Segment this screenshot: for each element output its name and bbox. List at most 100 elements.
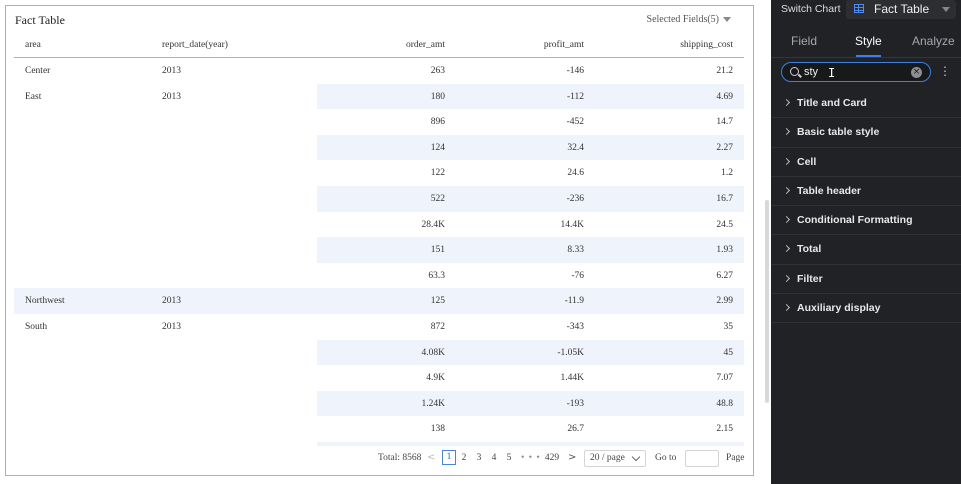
fact-table: area report_date(year) order_amt profit_… [14,32,744,446]
chart-type-value: Fact Table [874,2,930,16]
table-header: area report_date(year) order_amt profit_… [14,32,744,58]
style-section[interactable]: Filter [771,265,961,295]
style-section-label: Total [797,243,822,256]
column-header-report-date[interactable]: report_date(year) [162,40,228,50]
style-section-label: Table header [797,184,861,197]
cell-order-amt: 122 [430,168,445,179]
table-row: 122 24.6 1.2 [14,160,744,186]
page-button-last[interactable]: 429 [544,453,560,463]
tabs-divider [771,57,961,58]
page-button-1[interactable]: 1 [442,450,456,465]
cell-profit-amt: 1.44K [560,373,585,384]
chevron-right-icon [782,245,791,253]
active-tab-indicator [856,55,881,57]
style-section[interactable]: Total [771,235,961,265]
row-stripe [317,186,744,212]
column-header-shipping-cost[interactable]: shipping_cost [680,40,733,50]
table-row: 522 -236 16.7 [14,186,744,212]
table-row: 63.3 -76 6.27 [14,263,744,289]
more-pages-ellipsis[interactable]: • • • [521,453,541,463]
cell-shipping-cost: 1.93 [716,245,733,256]
page-button-4[interactable]: 4 [491,453,497,463]
cell-shipping-cost: 6.27 [716,270,733,281]
cell-shipping-cost: 48.8 [716,398,733,409]
chevron-right-icon [782,274,791,282]
column-header-profit-amt[interactable]: profit_amt [543,40,584,50]
cell-order-amt: 63.3 [428,270,445,281]
cell-order-amt: 151 [430,245,445,256]
cell-shipping-cost: 2.99 [716,296,733,307]
style-section-label: Filter [797,272,823,285]
row-stripe [317,83,744,110]
text-cursor-icon: I [828,66,836,80]
clear-search-icon[interactable]: × [911,67,922,78]
tab-style[interactable]: Style [855,34,882,48]
style-section-label: Title and Card [797,97,867,109]
prev-page-button[interactable]: < [427,452,436,463]
table-row: Center 2013 263 -146 21.2 [14,58,744,84]
page-size-select[interactable]: 20 / page [584,450,646,467]
cell-shipping-cost: 24.5 [716,219,733,230]
style-section[interactable]: Conditional Formatting [771,206,961,236]
more-options-icon[interactable]: ⋮ [939,64,951,78]
cell-order-amt: 28.4K [421,219,446,230]
row-stripe [317,237,744,263]
goto-page-input[interactable] [685,450,719,467]
fact-table-card: Fact Table Selected Fields(5) area repor… [5,5,754,476]
cell-order-amt: 4.08K [421,347,446,358]
column-header-order-amt[interactable]: order_amt [405,40,445,50]
tab-analyze[interactable]: Analyze [912,34,955,48]
style-section[interactable]: Cell [771,148,961,177]
caret-down-icon [723,17,731,22]
table-row: 1.24K -193 48.8 [14,390,744,417]
cell-profit-amt: -11.9 [564,296,584,307]
chart-type-select[interactable]: Fact Table [846,0,956,19]
cell-profit-amt: 24.6 [567,168,584,179]
row-stripe [317,134,744,161]
switch-chart-label: Switch Chart [781,3,841,15]
cell-profit-amt: -1.05K [557,347,584,358]
table-row: 896 -452 14.7 [14,109,744,135]
style-section[interactable]: Basic table style [771,118,961,148]
canvas-scrollbar[interactable] [765,200,769,403]
page-button-3[interactable]: 3 [476,453,482,463]
page-button-2[interactable]: 2 [461,453,467,463]
selected-fields-dropdown[interactable]: Selected Fields(5) [647,14,731,25]
pagination: Total: 8568 < 1 2 3 4 5 • • • 429 > 20 /… [6,450,753,470]
page-button-5[interactable]: 5 [506,453,512,463]
table-row: East 2013 180 -112 4.69 [14,83,744,110]
cell-profit-amt: -452 [566,117,584,128]
cell-area: Northwest [25,296,65,307]
tab-field[interactable]: Field [791,34,818,48]
table-row: 124 32.4 2.27 [14,134,744,161]
cell-profit-amt: -146 [566,66,584,76]
table-row: 151 8.33 1.93 [14,237,744,263]
cell-shipping-cost: 16.7 [716,194,733,204]
next-page-button[interactable]: > [568,452,577,463]
panel-header: Switch Chart Fact Table [771,0,961,20]
row-stripe [14,288,744,314]
cell-area: Center [25,66,51,76]
cell-order-amt: 180 [430,91,445,102]
row-stripe [317,339,744,366]
column-header-area[interactable]: area [25,40,41,50]
cell-report-date: 2013 [162,322,181,332]
chevron-right-icon [782,157,791,165]
cell-profit-amt: 8.33 [567,245,584,256]
style-search-input[interactable] [804,65,904,79]
chevron-right-icon [782,304,791,312]
caret-down-icon [942,7,950,12]
cell-shipping-cost: 2.15 [716,424,733,435]
cell-profit-amt: 32.4 [567,142,584,153]
cell-report-date: 2013 [162,296,181,307]
search-icon [790,67,799,76]
style-section[interactable]: Title and Card [771,89,961,119]
cell-report-date: 2013 [162,91,181,102]
style-section[interactable]: Auxiliary display [771,294,961,324]
style-section[interactable]: Table header [771,177,961,207]
row-stripe [317,442,744,446]
table-row: 4.9K 1.44K 7.07 [14,365,744,391]
cell-profit-amt: -76 [571,270,584,281]
cell-order-amt: 1.24K [421,398,446,409]
chevron-down-icon [631,452,641,462]
